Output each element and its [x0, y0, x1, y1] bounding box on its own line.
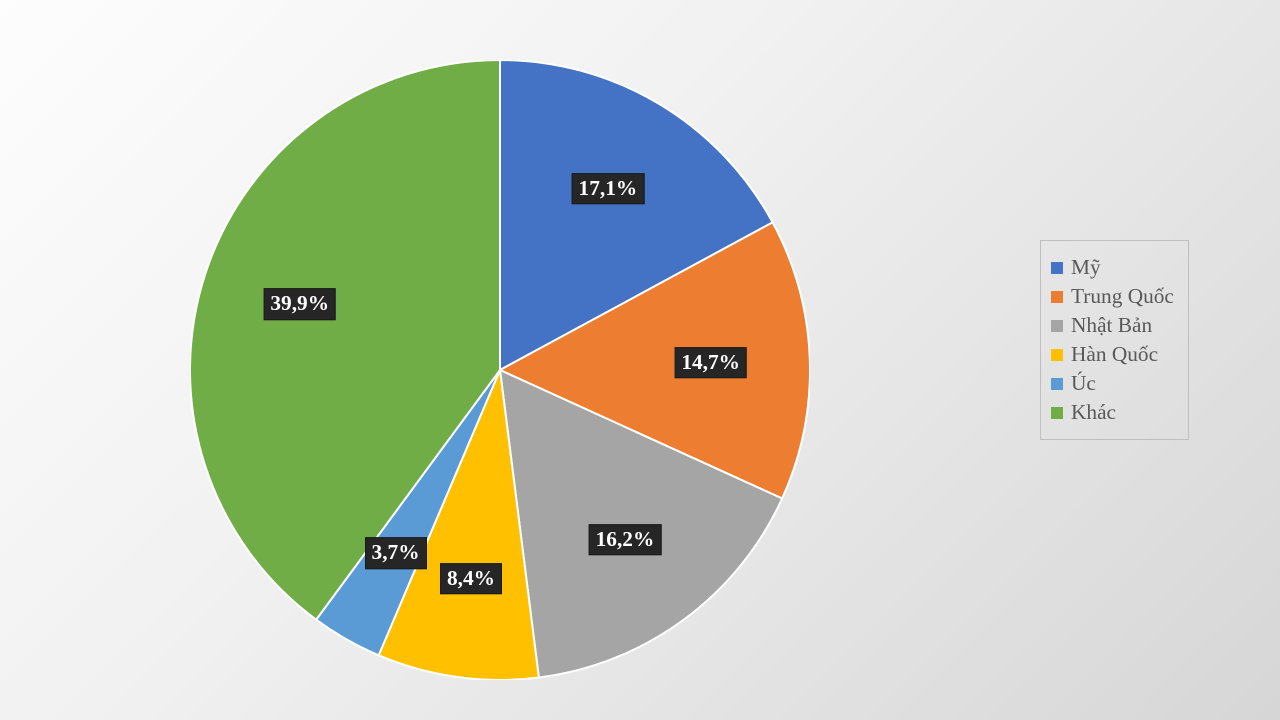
legend-label: Úc — [1071, 371, 1096, 396]
pie-data-label: 17,1% — [572, 173, 645, 205]
legend-swatch — [1051, 407, 1063, 419]
legend-label: Mỹ — [1071, 255, 1101, 280]
legend-swatch — [1051, 320, 1063, 332]
legend-swatch — [1051, 378, 1063, 390]
legend-label: Hàn Quốc — [1071, 342, 1158, 367]
pie-data-label: 39,9% — [263, 288, 336, 320]
legend: Mỹ Trung Quốc Nhật Bản Hàn Quốc Úc Khác — [1040, 240, 1189, 440]
legend-item: Mỹ — [1051, 255, 1174, 280]
pie-data-label: 3,7% — [365, 537, 427, 569]
chart-container: Mỹ Trung Quốc Nhật Bản Hàn Quốc Úc Khác 17,1%… — [0, 0, 1280, 720]
legend-item: Khác — [1051, 400, 1174, 425]
legend-item: Hàn Quốc — [1051, 342, 1174, 367]
legend-item: Nhật Bản — [1051, 313, 1174, 338]
pie-data-label: 14,7% — [674, 347, 747, 379]
legend-item: Trung Quốc — [1051, 284, 1174, 309]
legend-swatch — [1051, 291, 1063, 303]
legend-label: Trung Quốc — [1071, 284, 1174, 309]
pie-data-label: 16,2% — [589, 524, 662, 556]
legend-label: Nhật Bản — [1071, 313, 1152, 338]
pie-data-label: 8,4% — [440, 563, 502, 595]
legend-swatch — [1051, 262, 1063, 274]
legend-item: Úc — [1051, 371, 1174, 396]
legend-swatch — [1051, 349, 1063, 361]
legend-label: Khác — [1071, 400, 1116, 425]
